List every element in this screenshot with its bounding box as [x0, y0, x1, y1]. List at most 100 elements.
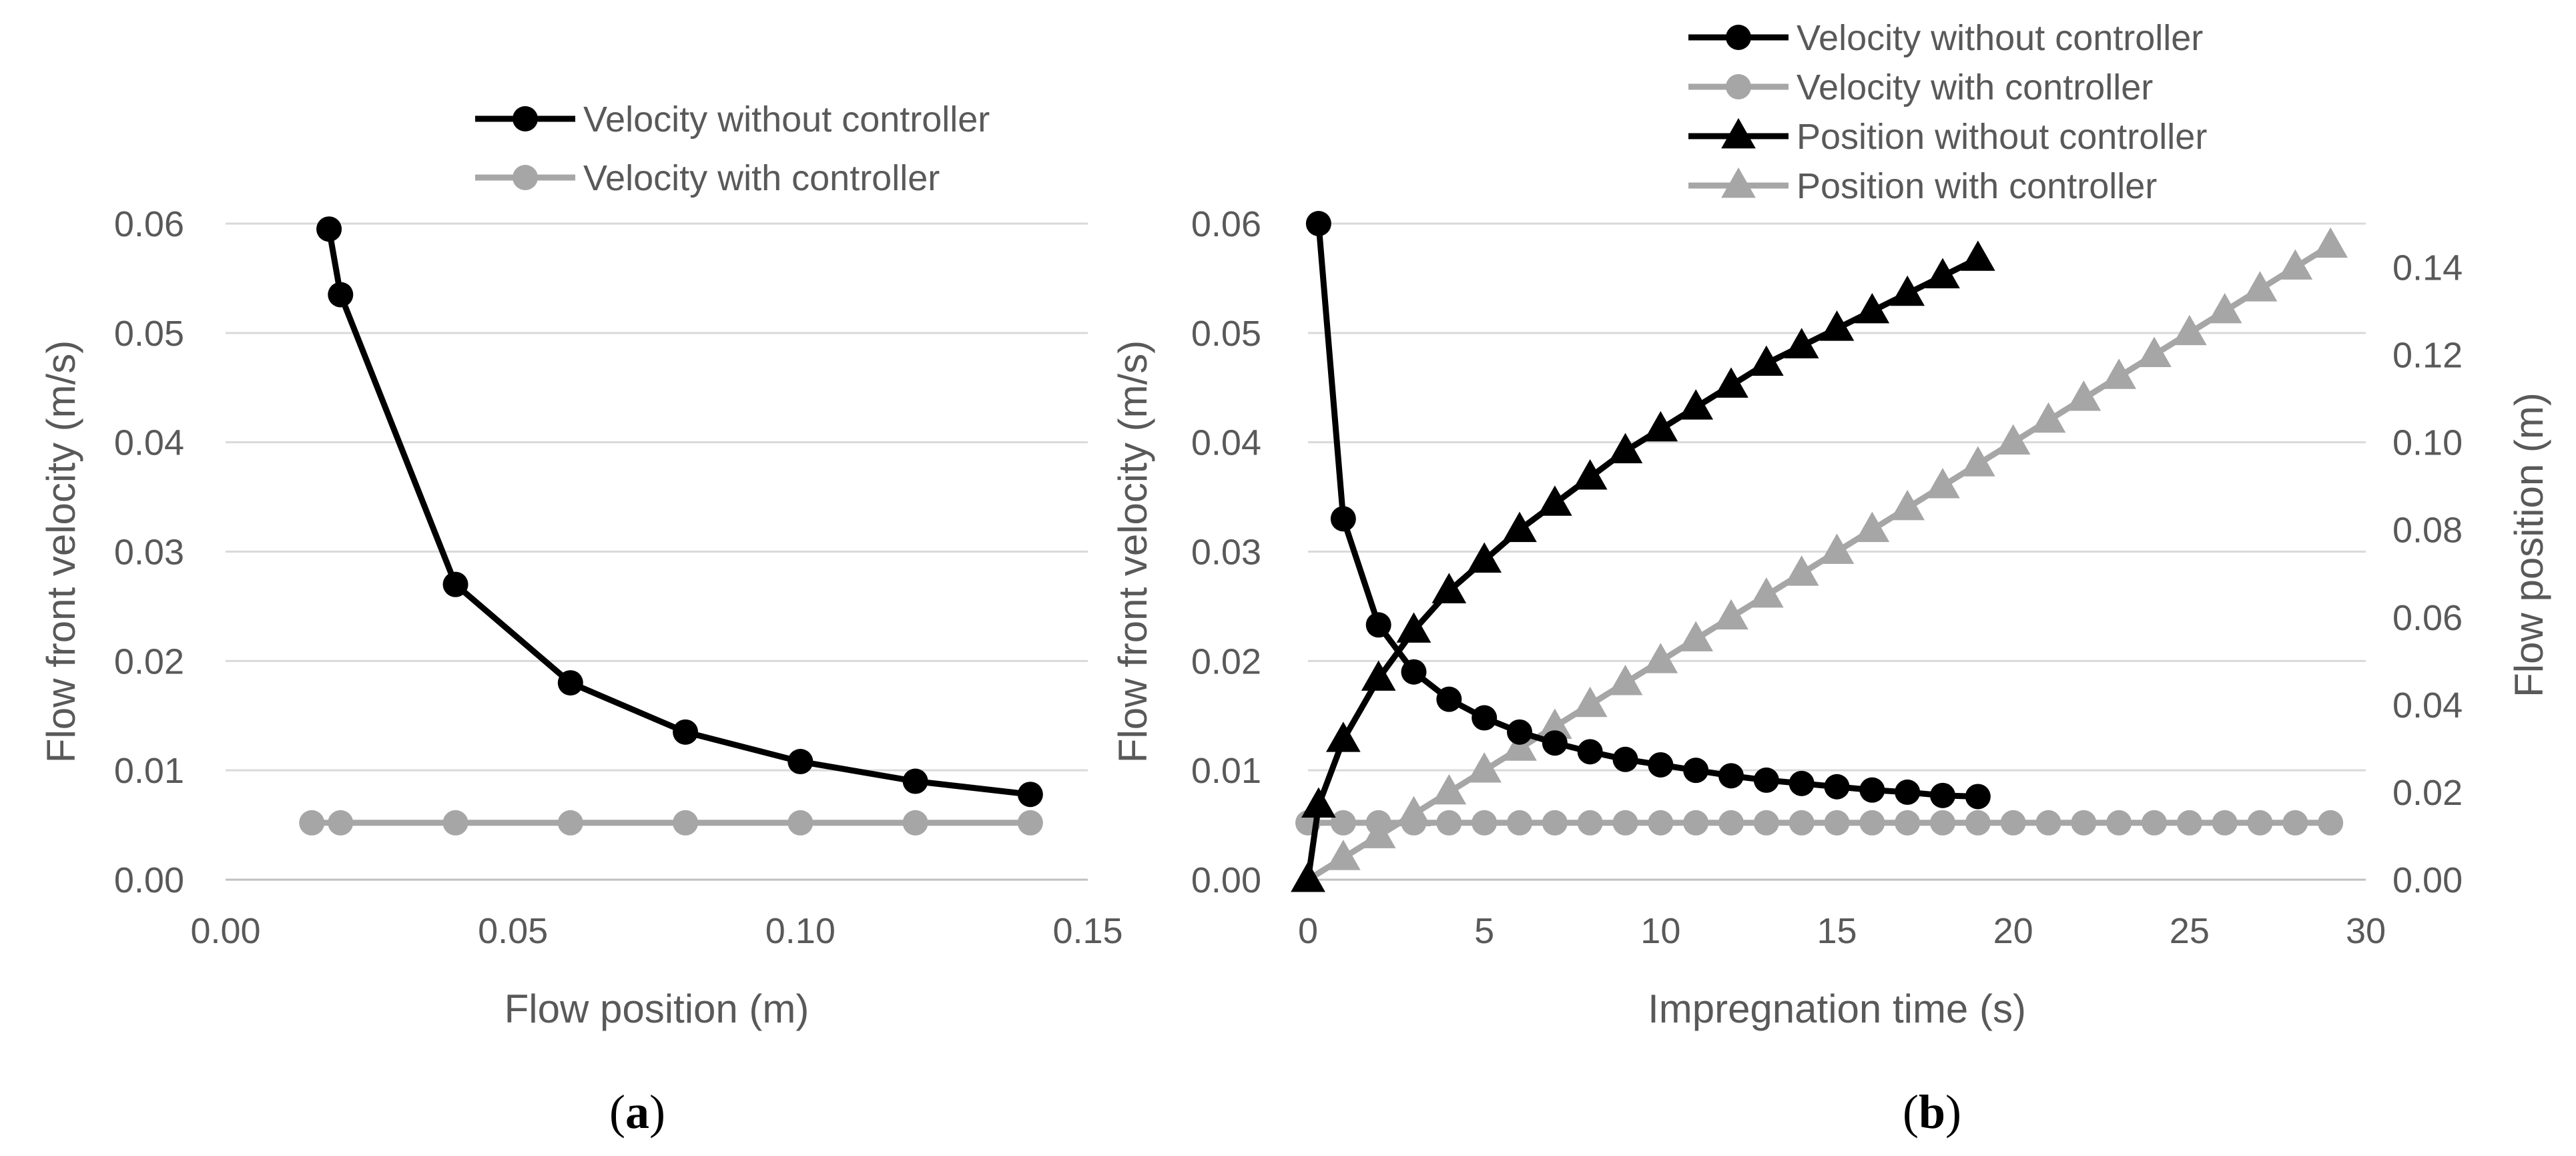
chart-b-y2-tick-label: 0.12: [2392, 336, 2463, 376]
chart-a-x-tick-label: 0.00: [190, 911, 260, 951]
chart-b-data-point: [1960, 240, 1995, 271]
chart-b-data-point: [1925, 258, 1960, 288]
chart-b-y2-tick-label: 0.02: [2392, 773, 2463, 813]
chart-b-data-point: [1365, 612, 1391, 638]
chart-b-data-point: [2106, 810, 2132, 836]
chart-b-data-point: [1789, 810, 1815, 836]
chart-b-data-point: [1925, 468, 1960, 499]
chart-b-series-3: [1291, 227, 2348, 892]
chart-a-data-point: [442, 571, 468, 597]
chart-panel-a: 0.00 0.01 0.02 0.03 0.04 0.05 0.06 0.00 0.05 0.1…: [39, 99, 1123, 1139]
chart-a-data-point: [902, 768, 928, 794]
chart-b-y2-tick-label: 0.04: [2392, 685, 2463, 726]
chart-b-legend-label: Velocity without controller: [1797, 18, 2203, 58]
chart-b-data-point: [1472, 705, 1498, 731]
chart-a-y-tick-label: 0.01: [114, 751, 184, 791]
chart-b-panel-close-paren: ): [1945, 1085, 1961, 1139]
chart-b-data-point: [1784, 555, 1819, 586]
chart-b-x-tick-label: 10: [1640, 911, 1680, 951]
chart-a-x-tick-label: 0.10: [765, 911, 836, 951]
chart-b-panel-label: (b): [1903, 1085, 1961, 1139]
chart-a-data-point: [328, 810, 354, 836]
chart-a-legend-item: Velocity with controller: [475, 158, 940, 198]
chart-b-data-point: [1608, 665, 1643, 695]
chart-b-data-point: [1718, 810, 1744, 836]
chart-b-data-point: [1330, 506, 1356, 532]
chart-a-y-tick-label: 0.00: [114, 860, 184, 900]
chart-b-series-0: [1305, 211, 1991, 810]
chart-b-data-point: [1572, 686, 1608, 717]
chart-b-y2-tick-labels: 0.00 0.02 0.04 0.06 0.08 0.10 0.12 0.14: [2392, 248, 2463, 900]
chart-b-series-2: [1291, 240, 1995, 892]
chart-b-data-point: [1537, 708, 1572, 739]
chart-b-data-point: [2282, 810, 2308, 836]
chart-a-y-tick-label: 0.05: [114, 314, 184, 354]
chart-b-y-tick-label: 0.05: [1191, 314, 1261, 354]
chart-b-x-axis-label: Impregnation time (s): [1648, 986, 2026, 1031]
chart-b-data-point: [1577, 810, 1603, 836]
chart-a-y-tick-labels: 0.00 0.01 0.02 0.03 0.04 0.05 0.06: [114, 204, 184, 900]
chart-b-data-point: [1467, 542, 1502, 573]
chart-a-panel-close-paren: ): [649, 1085, 665, 1139]
chart-b-y2-tick-label: 0.08: [2392, 511, 2463, 551]
chart-b-data-point: [1995, 424, 2031, 455]
chart-b-data-point: [1572, 459, 1608, 490]
chart-a-series: [299, 216, 1043, 836]
chart-b-y2-axis-label: Flow position (m): [2507, 392, 2551, 697]
chart-a-y-tick-label: 0.06: [114, 204, 184, 244]
chart-b-data-point: [1396, 612, 1431, 643]
chart-b-data-point: [1305, 211, 1331, 236]
chart-b-data-point: [1819, 310, 1855, 341]
chart-b-y-tick-label: 0.06: [1191, 204, 1261, 244]
chart-a-panel-open-paren: (: [609, 1085, 625, 1139]
chart-a-panel-letter: a: [625, 1085, 649, 1139]
chart-a-data-point: [787, 810, 814, 836]
chart-b-data-point: [1890, 275, 1925, 306]
chart-b-data-point: [1436, 810, 1462, 836]
chart-b-legend-label: Velocity with controller: [1797, 67, 2153, 107]
chart-b-data-point: [1396, 796, 1431, 827]
chart-b-data-point: [1301, 787, 1336, 818]
chart-b-data-point: [1859, 777, 1885, 803]
chart-b-y-axis-label: Flow front velocity (m/s): [1110, 340, 1155, 763]
chart-a-data-point: [442, 810, 468, 836]
chart-b-y-tick-label: 0.00: [1191, 860, 1261, 900]
chart-b-data-point: [1502, 730, 1537, 761]
chart-b-data-point: [1507, 719, 1532, 745]
chart-a-data-point: [787, 749, 814, 775]
chart-b-data-point: [2000, 810, 2026, 836]
chart-a-legend-label: Velocity without controller: [583, 99, 990, 139]
chart-panel-b: 0.000.010.020.030.040.050.06 0.000.020.0…: [1110, 18, 2551, 1139]
chart-a-data-point: [673, 719, 699, 745]
chart-b-data-point: [1784, 328, 1819, 358]
chart-a-data-point: [328, 282, 354, 308]
chart-b-data-point: [1648, 752, 1674, 778]
chart-a-legend-swatch-marker: [513, 106, 538, 131]
chart-b-data-point: [1643, 643, 1678, 673]
chart-b-data-point: [1714, 367, 1748, 398]
chart-b-data-point: [1612, 810, 1638, 836]
chart-a-y-tick-label: 0.03: [114, 533, 184, 573]
chart-b-data-point: [2137, 336, 2172, 367]
chart-a-legend-item: Velocity without controller: [475, 99, 990, 139]
chart-b-data-point: [1542, 730, 1568, 756]
chart-b-data-point: [1930, 782, 1955, 808]
chart-b-gridlines: [1308, 222, 2366, 772]
chart-b-y2-tick-label: 0.06: [2392, 598, 2463, 638]
chart-a-data-point: [299, 810, 325, 836]
chart-a-x-tick-label: 0.05: [478, 911, 548, 951]
chart-a-legend-label: Velocity with controller: [583, 158, 940, 198]
chart-b-data-point: [2278, 249, 2313, 280]
chart-b-data-point: [1678, 621, 1714, 651]
chart-a-x-tick-labels: 0.00 0.05 0.10 0.15: [190, 911, 1122, 951]
chart-b-y2-tick-label: 0.00: [2392, 860, 2463, 900]
chart-a-legend: Velocity without controller Velocity with…: [475, 99, 990, 198]
chart-b-x-tick-label: 15: [1817, 911, 1857, 951]
chart-b-data-point: [1819, 533, 1855, 564]
chart-b-x-tick-label: 5: [1474, 911, 1494, 951]
chart-a-panel-label: (a): [609, 1085, 665, 1139]
chart-b-data-point: [2212, 810, 2238, 836]
chart-b-series: [1291, 211, 2348, 892]
chart-b-legend-swatch-marker: [1721, 167, 1756, 198]
chart-a-data-point: [902, 810, 928, 836]
